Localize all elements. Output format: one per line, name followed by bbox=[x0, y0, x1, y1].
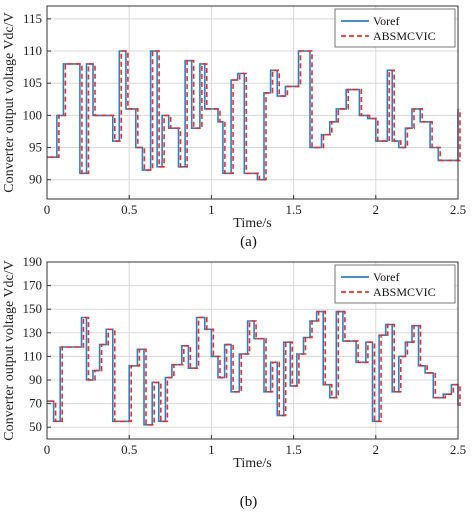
y-tick-label: 105 bbox=[23, 75, 43, 90]
series-line-absmcvic bbox=[49, 310, 461, 426]
legend-label: Voref bbox=[373, 270, 399, 284]
x-tick-label: 0.5 bbox=[121, 202, 137, 217]
y-tick-label: 90 bbox=[29, 372, 42, 387]
y-tick-label: 110 bbox=[23, 43, 42, 58]
legend-box bbox=[334, 8, 456, 48]
y-axis-label: Converter output voltage Vdc/V bbox=[2, 260, 17, 441]
x-tick-label: 1.5 bbox=[285, 442, 301, 457]
axes-frame bbox=[46, 5, 459, 200]
chart-panel-b: 0 0.5 1 1.5 2 2.5 50 70 90 110 130 150 170 190 Time/s C… bbox=[2, 254, 466, 510]
y-tick-label: 70 bbox=[29, 396, 42, 411]
series-line-voref bbox=[47, 50, 459, 181]
series-line-voref bbox=[47, 310, 459, 426]
y-tick-label: 170 bbox=[23, 278, 43, 293]
figure-caption: (b) bbox=[240, 494, 258, 510]
y-axis-label: Converter output voltage Vdc/V bbox=[2, 12, 17, 193]
y-tick-label: 100 bbox=[23, 107, 43, 122]
figure-caption: (a) bbox=[240, 234, 257, 250]
axes-frame bbox=[46, 261, 459, 440]
x-tick-label: 2 bbox=[373, 442, 380, 457]
legend-label: ABSMCVIC bbox=[373, 29, 436, 43]
x-tick-label: 0 bbox=[44, 202, 51, 217]
chart-panel-a: 0 0.5 1 1.5 2 2.5 90 95 100 105 110 115 Time/s Conver… bbox=[2, 5, 466, 250]
x-tick-label: 1 bbox=[208, 442, 215, 457]
y-tick-label: 90 bbox=[29, 172, 42, 187]
series-line-absmcvic bbox=[49, 50, 461, 181]
x-tick-label: 0.5 bbox=[121, 442, 137, 457]
y-tick-label: 115 bbox=[23, 11, 42, 26]
legend-label: Voref bbox=[373, 14, 399, 28]
x-tick-label: 2.5 bbox=[450, 202, 466, 217]
legend-box bbox=[334, 264, 456, 304]
x-tick-label: 2.5 bbox=[450, 442, 466, 457]
x-tick-label: 1 bbox=[208, 202, 215, 217]
x-axis-label: Time/s bbox=[233, 456, 271, 471]
y-tick-label: 150 bbox=[23, 301, 43, 316]
x-tick-label: 2 bbox=[373, 202, 380, 217]
y-tick-label: 95 bbox=[29, 140, 42, 155]
y-tick-label: 50 bbox=[29, 419, 42, 434]
legend-label: ABSMCVIC bbox=[373, 285, 436, 299]
x-axis-label: Time/s bbox=[233, 216, 271, 231]
y-tick-label: 130 bbox=[23, 325, 43, 340]
x-tick-label: 1.5 bbox=[285, 202, 301, 217]
x-tick-label: 0 bbox=[44, 442, 51, 457]
y-tick-label: 190 bbox=[23, 254, 43, 269]
y-tick-label: 110 bbox=[23, 348, 42, 363]
